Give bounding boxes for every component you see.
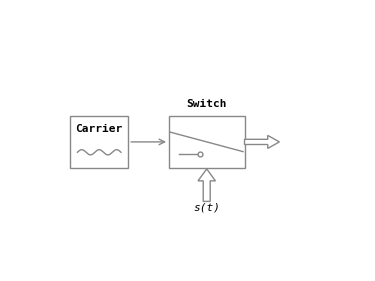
Bar — [169, 116, 244, 168]
Polygon shape — [244, 135, 279, 148]
Text: Carrier: Carrier — [75, 124, 123, 134]
Text: Switch: Switch — [186, 99, 227, 109]
Bar — [70, 116, 128, 168]
Polygon shape — [198, 169, 215, 201]
Text: s(t): s(t) — [193, 203, 220, 213]
